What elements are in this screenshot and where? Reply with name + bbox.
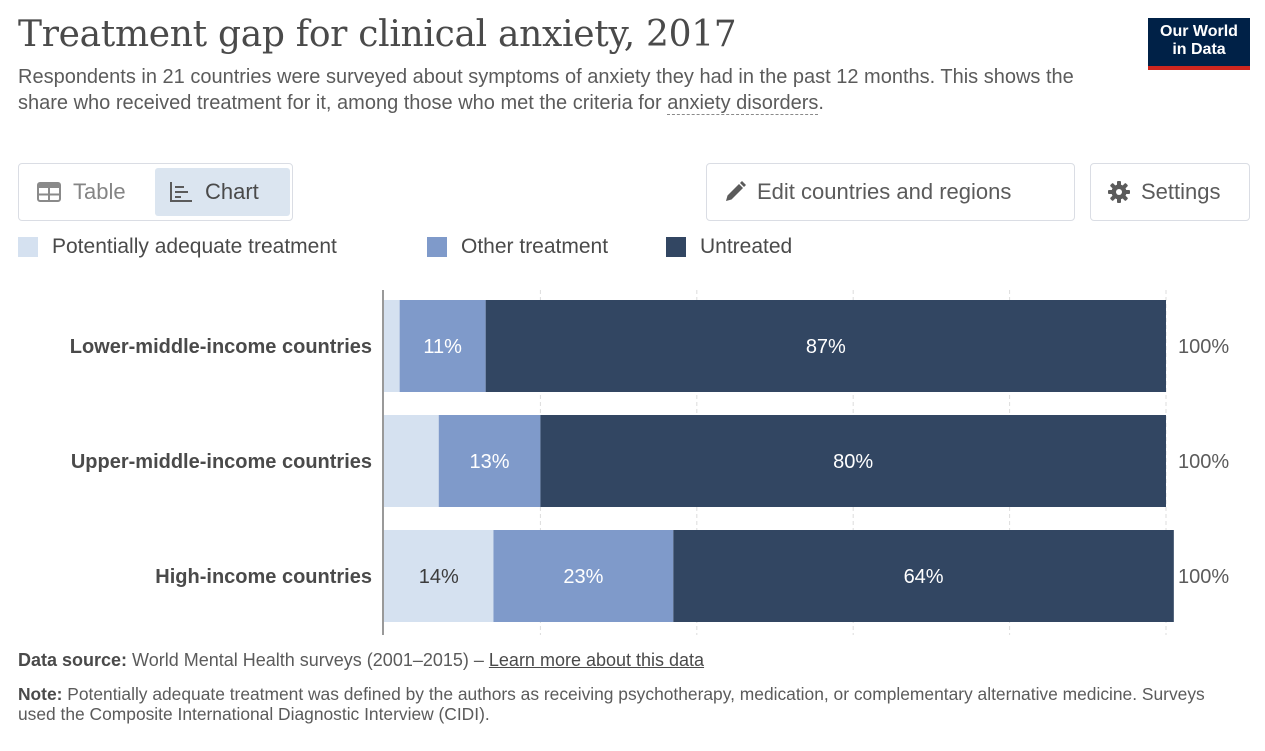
chart-icon xyxy=(170,182,192,202)
legend-swatch-untreated xyxy=(666,237,686,257)
tab-chart[interactable]: Chart xyxy=(155,168,290,216)
anxiety-disorders-link[interactable]: anxiety disorders xyxy=(667,92,819,115)
table-icon xyxy=(37,182,61,202)
total-label: 100% xyxy=(1178,451,1229,473)
edit-countries-button[interactable]: Edit countries and regions xyxy=(706,163,1075,221)
bar-other[interactable] xyxy=(493,530,674,622)
subtitle-text: Respondents in 21 countries were surveye… xyxy=(18,66,1074,114)
legend-swatch-adequate xyxy=(18,237,38,257)
view-tabs: Table Chart xyxy=(18,163,293,221)
bar-adequate[interactable] xyxy=(384,300,400,392)
chart-note: Note: Potentially adequate treatment was… xyxy=(18,684,1243,724)
data-label: 13% xyxy=(470,451,510,473)
subtitle-end: . xyxy=(818,92,824,114)
pencil-icon xyxy=(726,181,746,201)
learn-more-link[interactable]: Learn more about this data xyxy=(488,650,705,670)
tab-table[interactable]: Table xyxy=(23,168,153,216)
data-label: 11% xyxy=(423,336,462,358)
bar-other[interactable] xyxy=(438,415,541,507)
bar-untreated[interactable] xyxy=(673,530,1174,622)
legend-label-untreated: Untreated xyxy=(700,235,793,258)
bar-untreated[interactable] xyxy=(540,415,1166,507)
total-label: 100% xyxy=(1178,566,1229,588)
data-label: 64% xyxy=(904,566,944,588)
legend-item-other[interactable]: Other treatment xyxy=(427,233,608,261)
bar-untreated[interactable] xyxy=(485,300,1166,392)
chart-title: Treatment gap for clinical anxiety, 2017 xyxy=(18,14,737,55)
tab-table-label: Table xyxy=(73,179,126,204)
legend-label-other: Other treatment xyxy=(461,235,609,258)
data-source: Data source: World Mental Health surveys… xyxy=(18,650,704,671)
data-source-label: Data source: xyxy=(18,650,128,670)
data-source-text: World Mental Health surveys (2001–2015) … xyxy=(127,650,489,670)
total-label: 100% xyxy=(1178,336,1229,358)
logo-line-1: Our World xyxy=(1160,23,1238,40)
edit-countries-label: Edit countries and regions xyxy=(757,179,1012,204)
note-label: Note: xyxy=(18,684,63,704)
gear-icon xyxy=(1108,181,1130,203)
legend-swatch-other xyxy=(427,237,447,257)
category-label: Upper-middle-income countries xyxy=(71,451,372,473)
bar-other[interactable] xyxy=(399,300,486,392)
settings-label: Settings xyxy=(1141,179,1221,204)
category-label: High-income countries xyxy=(155,566,372,588)
bar-adequate[interactable] xyxy=(384,415,439,507)
chart-subtitle: Respondents in 21 countries were surveye… xyxy=(18,64,1078,116)
bar-adequate[interactable] xyxy=(384,530,494,622)
logo-line-2: in Data xyxy=(1172,41,1226,58)
category-label: Lower-middle-income countries xyxy=(70,336,372,358)
legend-item-untreated[interactable]: Untreated xyxy=(666,233,792,261)
note-text: Potentially adequate treatment was defin… xyxy=(18,684,1205,724)
owid-logo[interactable]: Our World in Data xyxy=(1148,18,1250,70)
settings-button[interactable]: Settings xyxy=(1090,163,1250,221)
tab-chart-label: Chart xyxy=(205,179,259,204)
legend-item-adequate[interactable]: Potentially adequate treatment xyxy=(18,233,337,261)
data-label: 23% xyxy=(563,566,603,588)
legend-label-adequate: Potentially adequate treatment xyxy=(52,235,337,258)
data-label: 87% xyxy=(806,336,846,358)
data-label: 14% xyxy=(419,566,459,588)
stacked-bar-chart: 11% 87% Lower-middle-income countries 100% 1… xyxy=(70,290,1229,635)
data-label: 80% xyxy=(833,451,873,473)
